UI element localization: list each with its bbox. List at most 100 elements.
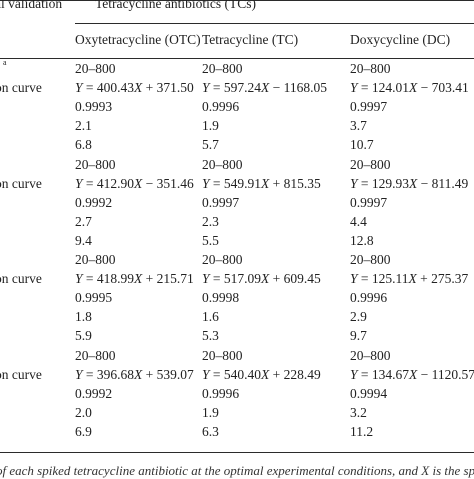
cell-lod-tc: 2.3 bbox=[202, 214, 219, 229]
eq-x: X bbox=[261, 80, 270, 95]
validation-header: al validation bbox=[0, 0, 63, 11]
cell-loq-tc: 5.3 bbox=[202, 328, 219, 343]
eq-coef: = 412.90 bbox=[82, 176, 135, 191]
cell-r2-otc: 0.9993 bbox=[75, 99, 113, 114]
cell-loq-dc: 9.7 bbox=[350, 328, 367, 343]
cell-equation-dc: Y = 134.67X − 1120.57 bbox=[350, 367, 474, 383]
cell-r2-tc: 0.9996 bbox=[202, 99, 240, 114]
cell-equation-tc: Y = 597.24X − 1168.05 bbox=[202, 80, 327, 96]
cell-loq-otc: 9.4 bbox=[75, 233, 92, 248]
cell-equation-tc: Y = 540.40X + 228.49 bbox=[202, 367, 321, 383]
eq-x: X bbox=[408, 271, 417, 286]
eq-intercept: + 539.07 bbox=[142, 367, 194, 382]
eq-x: X bbox=[409, 367, 418, 382]
eq-intercept: + 228.49 bbox=[269, 367, 321, 382]
eq-intercept: + 815.35 bbox=[269, 176, 321, 191]
eq-y: Y bbox=[350, 271, 358, 286]
footnote-marker: a bbox=[3, 58, 7, 67]
cell-equation-otc: Y = 418.99X + 215.71 bbox=[75, 271, 194, 287]
eq-coef: = 418.99 bbox=[82, 271, 135, 286]
cell-equation-otc: Y = 412.90X − 351.46 bbox=[75, 176, 194, 192]
cell-lod-dc: 4.4 bbox=[350, 214, 367, 229]
eq-x: X bbox=[409, 80, 418, 95]
eq-x: X bbox=[134, 271, 143, 286]
eq-intercept: + 215.71 bbox=[142, 271, 194, 286]
cell-range-otc: 20–800 bbox=[75, 252, 116, 267]
eq-intercept: + 275.37 bbox=[416, 271, 469, 286]
cell-r2-dc: 0.9996 bbox=[350, 290, 388, 305]
cell-r2-dc: 0.9997 bbox=[350, 195, 388, 210]
cell-lod-dc: 2.9 bbox=[350, 309, 367, 324]
cell-loq-dc: 12.8 bbox=[350, 233, 374, 248]
eq-coef: = 597.24 bbox=[209, 80, 262, 95]
cell-r2-dc: 0.9997 bbox=[350, 99, 388, 114]
cell-lod-tc: 1.9 bbox=[202, 405, 219, 420]
row-label-calibration: on curve bbox=[0, 176, 42, 191]
cell-lod-otc: 1.8 bbox=[75, 309, 92, 324]
cell-lod-otc: 2.1 bbox=[75, 118, 92, 133]
column-header-dc: Doxycycline (DC) bbox=[350, 32, 451, 47]
cell-range-dc: 20–800 bbox=[350, 252, 391, 267]
column-header-otc: Oxytetracycline (OTC) bbox=[75, 32, 201, 47]
cell-lod-tc: 1.9 bbox=[202, 118, 219, 133]
group-header-rule bbox=[75, 23, 474, 24]
column-header-tc: Tetracycline (TC) bbox=[202, 32, 299, 47]
row-label-calibration: on curve bbox=[0, 367, 42, 382]
cell-r2-otc: 0.9995 bbox=[75, 290, 113, 305]
eq-y: Y bbox=[350, 367, 358, 382]
eq-y: Y bbox=[350, 80, 358, 95]
eq-intercept: − 811.49 bbox=[417, 176, 469, 191]
eq-coef: = 517.09 bbox=[209, 271, 262, 286]
eq-y: Y bbox=[202, 367, 210, 382]
cell-r2-otc: 0.9992 bbox=[75, 386, 113, 401]
cell-equation-dc: Y = 129.93X − 811.49 bbox=[350, 176, 468, 192]
cell-range-otc: 20–800 bbox=[75, 61, 116, 76]
header-bottom-rule bbox=[0, 58, 474, 59]
cell-lod-dc: 3.2 bbox=[350, 405, 367, 420]
eq-coef: = 400.43 bbox=[82, 80, 135, 95]
eq-x: X bbox=[261, 367, 270, 382]
cell-range-otc: 20–800 bbox=[75, 157, 116, 172]
cell-lod-otc: 2.0 bbox=[75, 405, 92, 420]
eq-coef: = 396.68 bbox=[82, 367, 135, 382]
cell-equation-otc: Y = 396.68X + 539.07 bbox=[75, 367, 194, 383]
cell-range-dc: 20–800 bbox=[350, 348, 391, 363]
eq-x: X bbox=[409, 176, 418, 191]
cell-range-tc: 20–800 bbox=[202, 157, 243, 172]
eq-coef: = 549.91 bbox=[209, 176, 262, 191]
footnote: of each spiked tetracycline antibiotic a… bbox=[0, 463, 474, 478]
cell-r2-tc: 0.9997 bbox=[202, 195, 240, 210]
eq-coef: = 124.01 bbox=[357, 80, 410, 95]
cell-loq-tc: 5.5 bbox=[202, 233, 219, 248]
eq-intercept: − 1120.57 bbox=[417, 367, 474, 382]
eq-intercept: − 703.41 bbox=[417, 80, 469, 95]
cell-loq-otc: 6.8 bbox=[75, 137, 92, 152]
eq-y: Y bbox=[75, 367, 83, 382]
cell-r2-tc: 0.9998 bbox=[202, 290, 240, 305]
cell-range-tc: 20–800 bbox=[202, 252, 243, 267]
cell-equation-tc: Y = 517.09X + 609.45 bbox=[202, 271, 321, 287]
eq-x: X bbox=[134, 176, 143, 191]
cell-range-dc: 20–800 bbox=[350, 61, 391, 76]
row-label-marker: a bbox=[3, 55, 7, 74]
eq-x: X bbox=[134, 80, 143, 95]
eq-x: X bbox=[261, 176, 270, 191]
cell-equation-tc: Y = 549.91X + 815.35 bbox=[202, 176, 321, 192]
eq-y: Y bbox=[202, 80, 210, 95]
eq-x: X bbox=[134, 367, 143, 382]
eq-x: X bbox=[261, 271, 270, 286]
cell-r2-tc: 0.9996 bbox=[202, 386, 240, 401]
row-label-calibration: on curve bbox=[0, 271, 42, 286]
cell-equation-otc: Y = 400.43X + 371.50 bbox=[75, 80, 194, 96]
row-label-calibration: on curve bbox=[0, 80, 42, 95]
cell-loq-tc: 6.3 bbox=[202, 424, 219, 439]
cell-loq-otc: 6.9 bbox=[75, 424, 92, 439]
cell-r2-otc: 0.9992 bbox=[75, 195, 113, 210]
eq-coef: = 125.11 bbox=[357, 271, 409, 286]
eq-intercept: − 351.46 bbox=[142, 176, 194, 191]
eq-intercept: + 371.50 bbox=[142, 80, 194, 95]
eq-y: Y bbox=[350, 176, 358, 191]
eq-coef: = 540.40 bbox=[209, 367, 262, 382]
eq-y: Y bbox=[75, 176, 83, 191]
cell-r2-dc: 0.9994 bbox=[350, 386, 388, 401]
